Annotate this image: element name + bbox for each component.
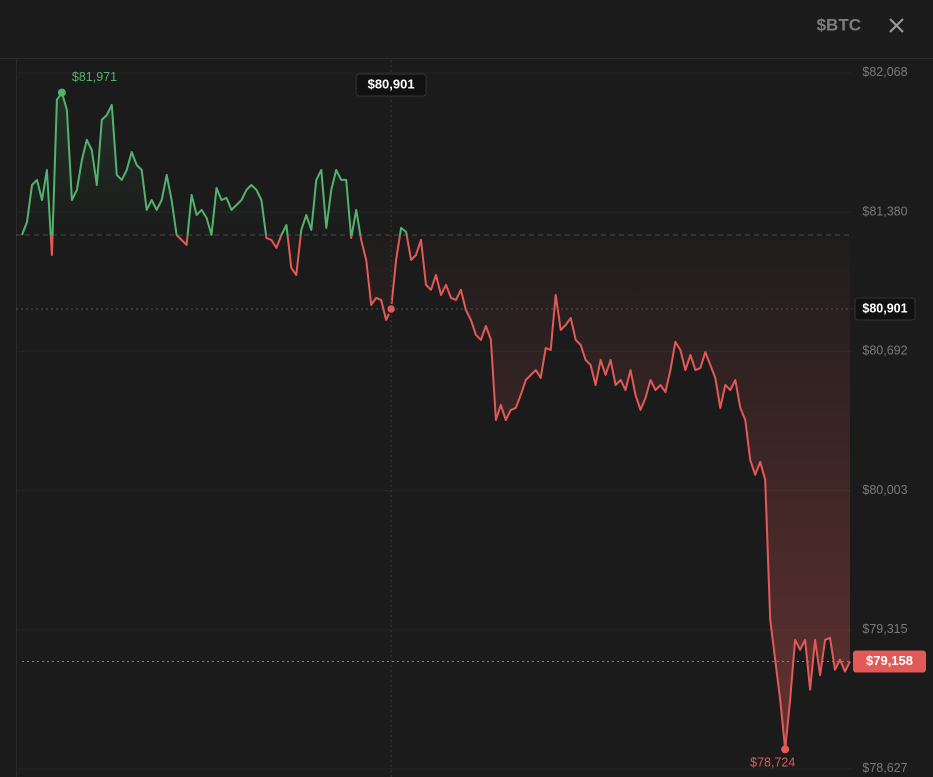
y-tick-label: $79,315 — [862, 622, 907, 636]
high-label: $81,971 — [72, 70, 117, 84]
high-point — [57, 88, 66, 97]
y-tick-label: $81,380 — [862, 204, 907, 218]
crosshair-axis-label: $80,901 — [862, 301, 907, 315]
current-badge — [853, 650, 926, 673]
crosshair-label: $80,901 — [368, 76, 415, 91]
y-tick-label: $80,692 — [862, 344, 907, 358]
crosshair-axis-badge — [854, 297, 916, 321]
current-label: $79,158 — [866, 653, 913, 668]
header — [0, 0, 933, 58]
close-button[interactable] — [889, 18, 904, 33]
low-label: $78,724 — [750, 756, 795, 770]
area-fill — [22, 92, 850, 750]
y-tick-label: $82,068 — [862, 65, 907, 79]
crosshair-badge — [355, 73, 427, 97]
y-tick-label: $78,627 — [862, 761, 907, 775]
price-line — [21, 91, 851, 751]
y-tick-label: $80,003 — [862, 483, 907, 497]
low-point — [781, 745, 790, 754]
title: $BTC — [817, 15, 861, 34]
crosshair-point — [385, 303, 397, 315]
